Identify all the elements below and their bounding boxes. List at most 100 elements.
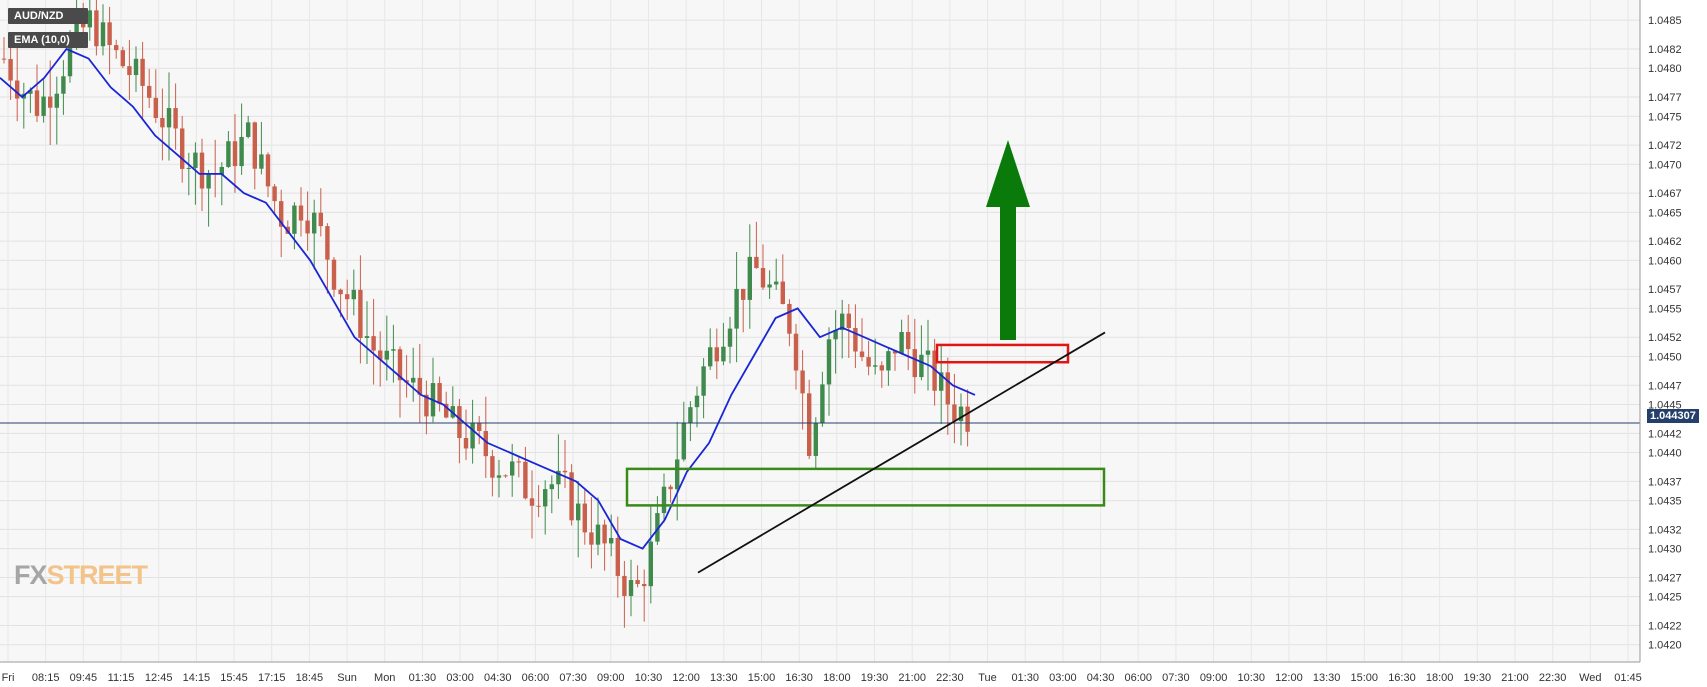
candle-body: [424, 394, 429, 417]
candle-body: [543, 489, 548, 507]
candle-body: [437, 383, 442, 404]
y-tick-label: 1.0447: [1648, 380, 1682, 392]
y-tick-label: 1.0470: [1648, 159, 1682, 171]
x-tick-label: 01:45: [1614, 672, 1642, 684]
y-tick-label: 1.0477: [1648, 92, 1682, 104]
y-tick-label: 1.0420: [1648, 640, 1682, 652]
y-tick-label: 1.0427: [1648, 572, 1682, 584]
annotations: [0, 140, 1640, 574]
candle-body: [34, 90, 40, 116]
candle-body: [873, 365, 878, 367]
candle-body: [892, 351, 898, 354]
candle-body: [622, 575, 627, 596]
y-tick-label: 1.0455: [1648, 303, 1682, 315]
candle-body: [87, 10, 92, 28]
ema-indicator-badge[interactable]: EMA (10,0): [8, 32, 88, 48]
x-tick-label: 04:30: [484, 672, 512, 684]
candle-body: [199, 152, 205, 189]
candle-body: [61, 76, 66, 94]
x-tick-label: Fri: [2, 672, 15, 684]
candle-body: [675, 459, 680, 490]
x-tick-label: 17:15: [258, 672, 286, 684]
candle-body: [734, 288, 739, 329]
y-tick-label: 1.0430: [1648, 544, 1682, 556]
candle-body: [417, 377, 422, 395]
symbol-badge[interactable]: AUD/NZD: [8, 8, 88, 24]
x-tick-label: 15:00: [748, 672, 776, 684]
y-tick-label: 1.0460: [1648, 255, 1682, 267]
x-tick-label: 19:30: [1464, 672, 1492, 684]
candle-body: [826, 339, 832, 385]
grid: [0, 0, 1640, 662]
fxstreet-logo: FXSTREET: [14, 560, 148, 591]
candle-body: [292, 205, 297, 234]
candle-body: [516, 461, 521, 463]
y-tick-label: 1.0467: [1648, 188, 1682, 200]
y-tick-label: 1.0465: [1648, 207, 1682, 219]
y-tick-label: 1.0422: [1648, 620, 1682, 632]
candle-body: [510, 461, 515, 476]
candle-body: [325, 226, 330, 260]
x-tick-label: Mon: [374, 672, 395, 684]
x-tick-label: 14:15: [183, 672, 211, 684]
x-tick-label: 21:00: [1501, 672, 1529, 684]
y-tick-label: 1.0452: [1648, 332, 1682, 344]
y-tick-label: 1.0482: [1648, 44, 1682, 56]
x-tick-label: 15:00: [1351, 672, 1379, 684]
x-tick-label: 11:15: [108, 672, 135, 684]
y-tick-label: 1.0475: [1648, 111, 1682, 123]
candle-body: [312, 212, 317, 234]
candle-body: [28, 90, 33, 94]
candle-body: [470, 422, 475, 449]
candle-body: [338, 289, 343, 295]
candle-body: [912, 349, 917, 378]
candle-body: [483, 431, 488, 457]
y-tick-label: 1.0480: [1648, 63, 1682, 75]
logo-part-fx: FX: [14, 560, 48, 590]
candle-body: [232, 141, 238, 167]
up-arrow: [986, 140, 1030, 340]
x-tick-label: 09:00: [1200, 672, 1228, 684]
candle-body: [463, 437, 469, 449]
x-tick-label: 13:30: [710, 672, 738, 684]
candle-body: [813, 422, 818, 456]
candle-body: [853, 327, 858, 352]
candle-body: [15, 80, 20, 99]
candle-body: [107, 22, 112, 46]
candle-body: [642, 584, 647, 587]
candle-body: [114, 45, 119, 51]
candle-body: [147, 85, 152, 98]
x-tick-label: 12:00: [1275, 672, 1303, 684]
candle-body: [846, 313, 851, 328]
candle-body: [721, 346, 726, 362]
candle-body: [536, 505, 541, 507]
candle-body: [668, 486, 673, 490]
ema-polyline: [0, 47, 976, 550]
candle-body: [140, 58, 145, 86]
candle-body: [701, 366, 706, 396]
candle-body: [160, 117, 165, 128]
candle-body: [391, 349, 396, 351]
y-tick-label: 1.0450: [1648, 351, 1682, 363]
candle-body: [708, 347, 713, 367]
x-tick-label: 07:30: [1162, 672, 1190, 684]
x-tick-label: Tue: [978, 672, 997, 684]
candle-body: [648, 541, 653, 587]
candle-body: [965, 406, 970, 432]
y-tick-label: 1.0435: [1648, 496, 1682, 508]
y-tick-label: 1.0425: [1648, 592, 1682, 604]
ema-line: [0, 47, 976, 550]
candle-body: [206, 173, 211, 189]
candle-body: [688, 407, 693, 423]
candle-body: [694, 395, 700, 408]
x-tick-label: 19:30: [861, 672, 889, 684]
candle-body: [595, 524, 601, 545]
candle-body: [193, 152, 198, 168]
x-tick-label: 18:00: [823, 672, 851, 684]
x-tick-label: 10:30: [1237, 672, 1265, 684]
candle-body: [318, 212, 323, 227]
x-tick-label: 22:30: [1539, 672, 1567, 684]
x-tick-label: 12:45: [145, 672, 173, 684]
